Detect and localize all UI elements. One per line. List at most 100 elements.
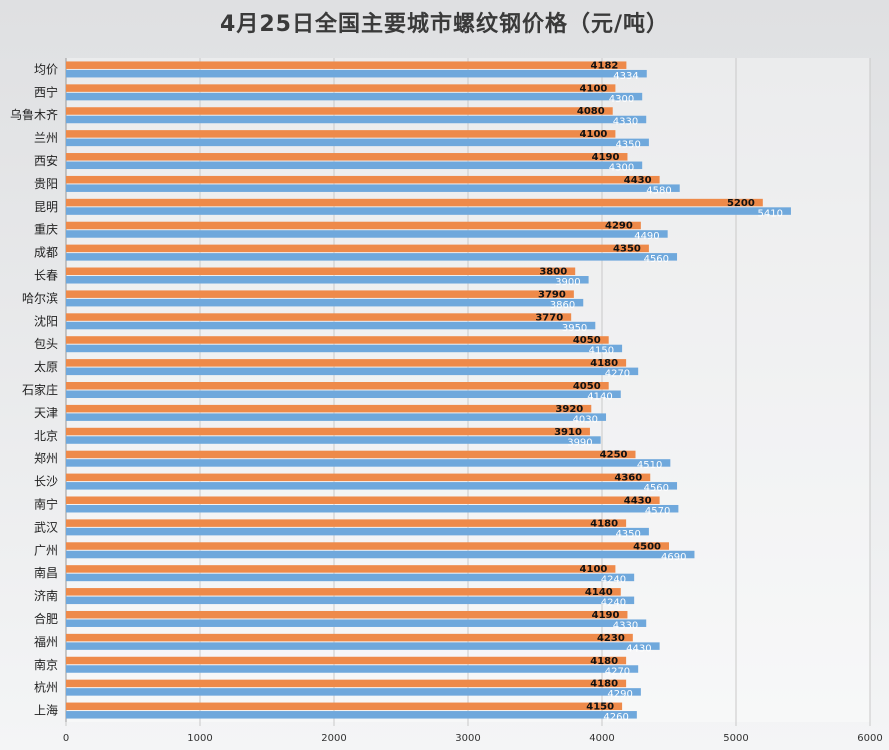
bar-series-2	[66, 390, 621, 398]
category-label: 福州	[34, 634, 58, 649]
data-label-series-1: 3770	[535, 312, 563, 323]
data-label-series-1: 4180	[590, 518, 618, 529]
bar-series-2	[66, 642, 660, 650]
bar-series-1	[66, 267, 576, 276]
bar-series-2	[66, 436, 601, 444]
data-label-series-2: 4300	[609, 94, 634, 105]
data-label-series-2: 4350	[615, 529, 640, 540]
category-label: 贵阳	[34, 177, 58, 191]
data-label-series-1: 4150	[586, 702, 614, 713]
data-label-series-2: 4240	[601, 575, 626, 586]
category-label: 广州	[34, 543, 58, 557]
x-tick-label: 2000	[321, 733, 346, 744]
bar-series-1	[66, 359, 627, 367]
category-label: 沈阳	[34, 313, 58, 328]
data-label-series-1: 4500	[633, 541, 661, 552]
bar-series-2	[66, 504, 679, 513]
data-label-series-2: 4690	[661, 552, 686, 563]
bar-series-1	[66, 542, 669, 550]
category-label: 南昌	[34, 565, 58, 580]
category-label: 北京	[34, 429, 58, 443]
data-label-series-2: 4570	[645, 506, 670, 517]
bar-series-2	[66, 619, 647, 627]
data-label-series-2: 3900	[555, 277, 580, 288]
category-label: 均价	[34, 62, 58, 76]
bar-series-1	[66, 290, 574, 298]
category-label: 哈尔滨	[22, 290, 58, 305]
data-label-series-2: 4300	[609, 163, 634, 174]
data-label-series-1: 4430	[624, 495, 652, 506]
category-label: 杭州	[34, 680, 58, 695]
x-tick-label: 3000	[455, 733, 480, 744]
data-label-series-2: 4560	[644, 483, 669, 494]
bar-series-1	[66, 382, 609, 390]
bar-series-1	[66, 336, 609, 344]
data-label-series-2: 4510	[637, 460, 662, 471]
category-label: 长沙	[34, 475, 58, 489]
data-label-series-1: 4100	[580, 129, 608, 140]
bar-series-1	[66, 656, 627, 665]
category-label: 重庆	[34, 223, 58, 237]
data-label-series-1: 4050	[573, 381, 601, 392]
data-label-series-2: 5410	[757, 208, 782, 219]
category-label: 包头	[34, 337, 58, 351]
data-label-series-1: 4140	[585, 587, 613, 598]
category-label: 上海	[34, 703, 58, 718]
data-label-series-2: 4150	[589, 346, 614, 357]
data-label-series-2: 4270	[605, 666, 630, 677]
data-label-series-2: 4330	[613, 117, 638, 128]
data-label-series-2: 4580	[646, 185, 671, 196]
data-label-series-1: 3920	[555, 404, 583, 415]
data-label-series-1: 4180	[590, 358, 618, 369]
chart-title: 4月25日全国主要城市螺纹钢价格（元/吨）	[220, 12, 669, 37]
bar-series-1	[66, 588, 621, 596]
category-label: 太原	[34, 359, 58, 374]
bar-series-1	[66, 404, 592, 413]
bar-series-2	[66, 298, 584, 307]
category-label: 武汉	[34, 520, 58, 534]
bar-series-2	[66, 253, 678, 261]
bar-series-1	[66, 153, 628, 161]
data-label-series-2: 4560	[644, 254, 669, 265]
bar-series-1	[66, 473, 651, 482]
data-label-series-1: 4100	[580, 564, 608, 575]
bar-series-2	[66, 459, 671, 467]
bar-series-1	[66, 198, 763, 207]
category-label: 南宁	[34, 496, 58, 511]
bar-series-1	[66, 679, 627, 688]
data-label-series-1: 4350	[613, 244, 641, 255]
bar-series-1	[66, 221, 641, 230]
bar-series-2	[66, 184, 680, 192]
bar-series-1	[66, 84, 616, 92]
bar-series-2	[66, 207, 791, 215]
x-tick-label: 0	[63, 733, 69, 744]
bar-series-1	[66, 565, 616, 573]
bar-series-1	[66, 610, 628, 619]
data-label-series-1: 4180	[590, 679, 618, 690]
data-label-series-2: 4260	[603, 712, 628, 723]
category-label: 天津	[34, 406, 58, 420]
bar-series-2	[66, 482, 678, 490]
category-label: 济南	[34, 588, 58, 603]
data-label-series-1: 4250	[600, 450, 628, 461]
data-label-series-1: 4050	[573, 335, 601, 346]
data-label-series-2: 4290	[607, 689, 632, 700]
category-label: 石家庄	[22, 382, 58, 397]
x-tick-label: 4000	[589, 733, 614, 744]
data-label-series-2: 4270	[605, 369, 630, 380]
category-label: 西宁	[34, 84, 58, 99]
data-label-series-2: 4350	[615, 140, 640, 151]
data-label-series-2: 4240	[601, 598, 626, 609]
bar-series-1	[66, 702, 623, 711]
category-label: 昆明	[34, 200, 58, 214]
bar-series-1	[66, 450, 636, 459]
bar-series-2	[66, 276, 589, 284]
data-label-series-2: 4140	[587, 392, 612, 403]
bar-series-1	[66, 107, 613, 115]
bar-series-1	[66, 244, 649, 253]
data-label-series-2: 3950	[562, 323, 587, 334]
bar-series-2	[66, 138, 649, 147]
category-label: 兰州	[34, 131, 58, 145]
data-label-series-1: 4100	[580, 83, 608, 94]
